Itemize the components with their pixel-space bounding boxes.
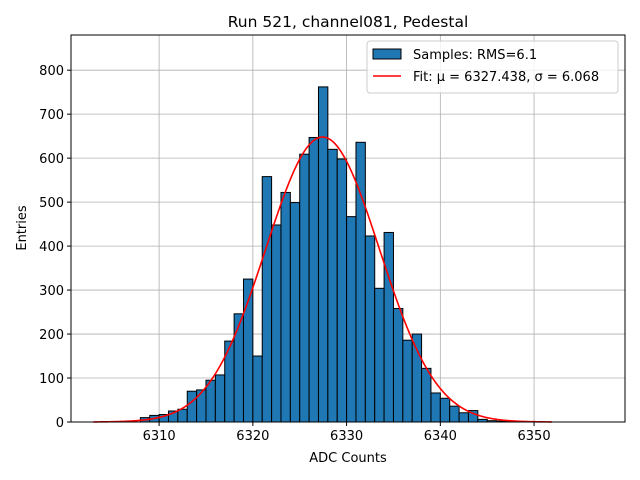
- x-tick-label: 6320: [236, 429, 269, 444]
- legend-box: [366, 40, 619, 94]
- y-tick-label: 400: [39, 240, 64, 255]
- histogram-bar: [280, 191, 291, 423]
- histogram-bar: [449, 405, 460, 423]
- axes-frame: [70, 34, 626, 423]
- legend-fit-label: Fit: μ = 6327.438, σ = 6.068: [413, 70, 599, 85]
- histogram-bar: [411, 333, 423, 423]
- histogram-bar: [430, 392, 441, 423]
- histogram-bar: [439, 397, 451, 423]
- y-tick-label: 300: [39, 284, 64, 299]
- histogram-bar: [252, 355, 263, 423]
- legend-histogram-swatch: [372, 48, 402, 60]
- histogram-bar: [364, 235, 376, 423]
- histogram-bar: [383, 231, 394, 423]
- gaussian-fit-curve: [93, 136, 552, 423]
- y-tick-label: 600: [39, 152, 64, 167]
- histogram-bar: [308, 136, 319, 423]
- y-axis-label: Entries: [15, 205, 30, 251]
- histogram-bar: [186, 390, 198, 423]
- y-axis-ticks: 0 100 200 300 400 500 600 700 800: [39, 64, 71, 431]
- x-tick-label: 6310: [143, 429, 176, 444]
- histogram-bar: [299, 153, 310, 423]
- histogram-bar: [458, 412, 469, 423]
- x-axis-ticks: 6310 6320 6330 6340 6350: [143, 422, 551, 444]
- histogram-bar: [327, 148, 338, 423]
- chart-title: Run 521, channel081, Pedestal: [228, 13, 469, 31]
- y-tick-label: 0: [56, 416, 64, 431]
- histogram-bar: [196, 389, 207, 423]
- histogram-bar: [346, 216, 357, 423]
- histogram-bar: [214, 374, 226, 423]
- histogram-bar: [177, 408, 188, 423]
- x-tick-label: 6330: [330, 429, 363, 444]
- y-tick-label: 700: [39, 108, 64, 123]
- y-tick-label: 800: [39, 64, 64, 79]
- histogram-bar: [421, 367, 432, 423]
- histogram-bar: [392, 308, 404, 423]
- y-tick-label: 200: [39, 328, 64, 343]
- x-tick-label: 6340: [424, 429, 457, 444]
- histogram-bar: [402, 339, 413, 423]
- histogram-bar: [374, 287, 385, 423]
- legend-histogram-label: Samples: RMS=6.1: [413, 48, 537, 63]
- y-tick-label: 500: [39, 196, 64, 211]
- histogram-bar: [271, 224, 282, 423]
- x-axis-label: ADC Counts: [309, 451, 387, 466]
- histogram-bar: [289, 202, 301, 423]
- histogram-bar: [261, 176, 273, 423]
- histogram-bar: [336, 158, 348, 423]
- y-tick-label: 100: [39, 372, 64, 387]
- histogram-bars: [139, 86, 535, 423]
- histogram-bar: [233, 313, 244, 423]
- x-tick-label: 6350: [518, 429, 551, 444]
- legend: Samples: RMS=6.1 Fit: μ = 6327.438, σ = …: [366, 40, 619, 94]
